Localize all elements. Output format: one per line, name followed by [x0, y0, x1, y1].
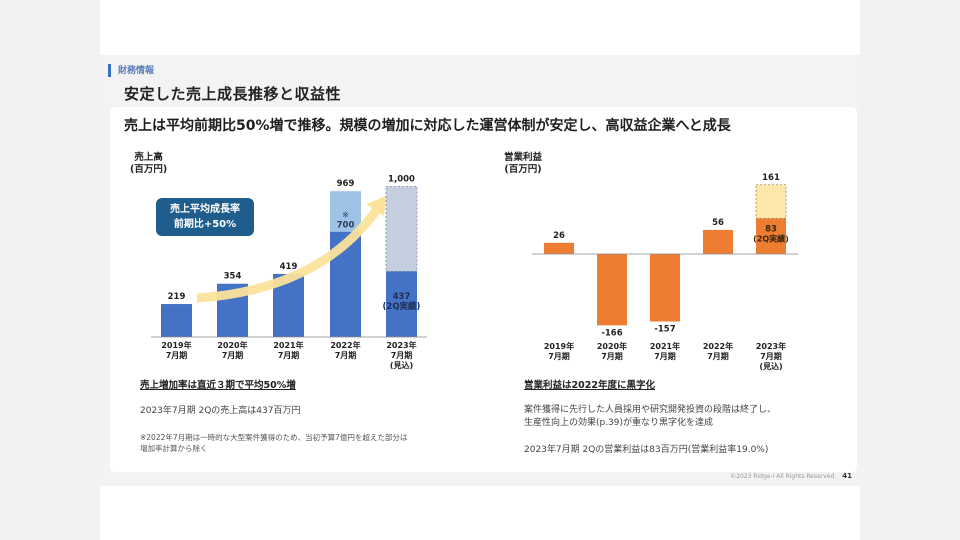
content-card: 売上は平均前期比50%増で推移。規模の増加に対応した運営体制が安定し、高収益企業… [110, 107, 857, 472]
slide: 財務情報 安定した売上成長推移と収益性 売上は平均前期比50%増で推移。規模の増… [100, 55, 860, 486]
page-title: 安定した売上成長推移と収益性 [124, 85, 342, 103]
revenue-title: 売上高 [134, 152, 163, 163]
profit-inner-label: (2Q実績) [753, 233, 789, 243]
revenue-value-label: 419 [280, 262, 298, 272]
revenue-bar [386, 271, 417, 337]
profit-bar [756, 218, 786, 254]
revenue-bar [161, 304, 192, 337]
profit-bar-forecast [755, 184, 787, 219]
section-accent-bar [108, 64, 111, 77]
profit-category-label: 7月期 [548, 351, 570, 361]
profit-value-label: -166 [601, 328, 622, 338]
profit-category-label: 2019年 [544, 341, 574, 351]
revenue-category-label: (見込) [390, 360, 413, 370]
revenue-category-label: 7月期 [166, 350, 188, 360]
footer: ©2023 Ridge-i All Rights Reserved. 41 [730, 472, 852, 480]
profit-inner-label: 83 [765, 224, 777, 234]
revenue-bar-forecast [385, 186, 418, 272]
profit-category-label: 7月期 [601, 351, 623, 361]
profit-category-label: 7月期 [654, 351, 676, 361]
profit-category-label: 2021年 [650, 341, 680, 351]
revenue-value-label: 354 [224, 272, 242, 282]
bottom-margin [100, 486, 860, 540]
profit-note-body-line1: 案件獲得に先行した人員採用や研究開発投資の段階は終了し、 [524, 405, 777, 415]
badge-line1: 売上平均成長率 [170, 204, 240, 215]
profit-bar [650, 254, 680, 322]
revenue-category-label: 2022年 [330, 340, 360, 350]
profit-category-label: 2020年 [597, 341, 627, 351]
revenue-category-label: 2019年 [161, 340, 191, 350]
revenue-category-label: 2021年 [273, 340, 303, 350]
revenue-footnote-line1: ※2022年7月期は一時的な大型案件獲得のため、当初予算7億円を超えた部分は [140, 433, 408, 442]
revenue-category-label: 2023年 [386, 340, 416, 350]
revenue-value-label: 1,000 [388, 175, 415, 185]
profit-value-label: 56 [712, 218, 724, 228]
profit-value-label: -157 [654, 325, 675, 335]
profit-bar [544, 242, 574, 254]
profit-note-body-line3: 2023年7月期 2Qの営業利益は83百万円(営業利益率19.0%) [524, 445, 769, 455]
profit-value-label: 161 [762, 173, 780, 183]
revenue-category-label: 7月期 [335, 350, 357, 360]
revenue-value-label: 219 [168, 292, 186, 302]
revenue-note-heading: 売上増加率は直近３期で平均50%増 [140, 380, 296, 391]
profit-axis-title: 営業利益 (百万円) [504, 152, 542, 176]
profit-category-label: 2022年 [703, 341, 733, 351]
profit-category-label: (見込) [759, 361, 782, 371]
revenue-unit: (百万円) [130, 164, 168, 175]
page-number: 41 [842, 472, 852, 480]
profit-title: 営業利益 [504, 152, 543, 163]
revenue-axis-title: 売上高 (百万円) [130, 152, 167, 176]
revenue-bar-excess [330, 191, 361, 232]
revenue-category-label: 2020年 [217, 340, 247, 350]
revenue-note-body: 2023年7月期 2Qの売上高は437百万円 [140, 406, 301, 416]
profit-category-label: 7月期 [760, 351, 782, 361]
badge-line2: 前期比+50% [173, 219, 237, 230]
profit-bar [703, 229, 733, 254]
profit-note-heading: 営業利益は2022年度に黒字化 [524, 380, 655, 391]
revenue-inner-label: (2Q実績) [383, 301, 421, 312]
profit-unit: (百万円) [504, 164, 542, 175]
revenue-note-mark: ※ [342, 211, 349, 220]
revenue-category-label: 7月期 [278, 350, 300, 360]
copyright: ©2023 Ridge-i All Rights Reserved. [730, 473, 837, 480]
profit-category-label: 2023年 [756, 341, 786, 351]
revenue-category-label: 7月期 [391, 350, 413, 360]
headline: 売上は平均前期比50%増で推移。規模の増加に対応した運営体制が安定し、高収益企業… [124, 118, 731, 134]
section-label: 財務情報 [118, 66, 155, 76]
profit-category-label: 7月期 [707, 351, 729, 361]
revenue-value-label: 969 [337, 179, 355, 189]
top-margin [100, 0, 860, 55]
profit-value-label: 26 [553, 231, 565, 241]
growth-rate-badge: 売上平均成長率 前期比+50% [156, 198, 254, 236]
profit-note-body-line2: 生産性向上の効果(p.39)が重なり黒字化を達成 [524, 418, 714, 428]
revenue-inner-label: 700 [337, 221, 355, 231]
profit-bar [597, 254, 627, 326]
revenue-category-label: 7月期 [222, 350, 244, 360]
revenue-inner-label: 437 [393, 292, 411, 302]
growth-arrow-shaft [196, 205, 382, 303]
revenue-footnote-line2: 増加率計算から除く [140, 444, 208, 453]
